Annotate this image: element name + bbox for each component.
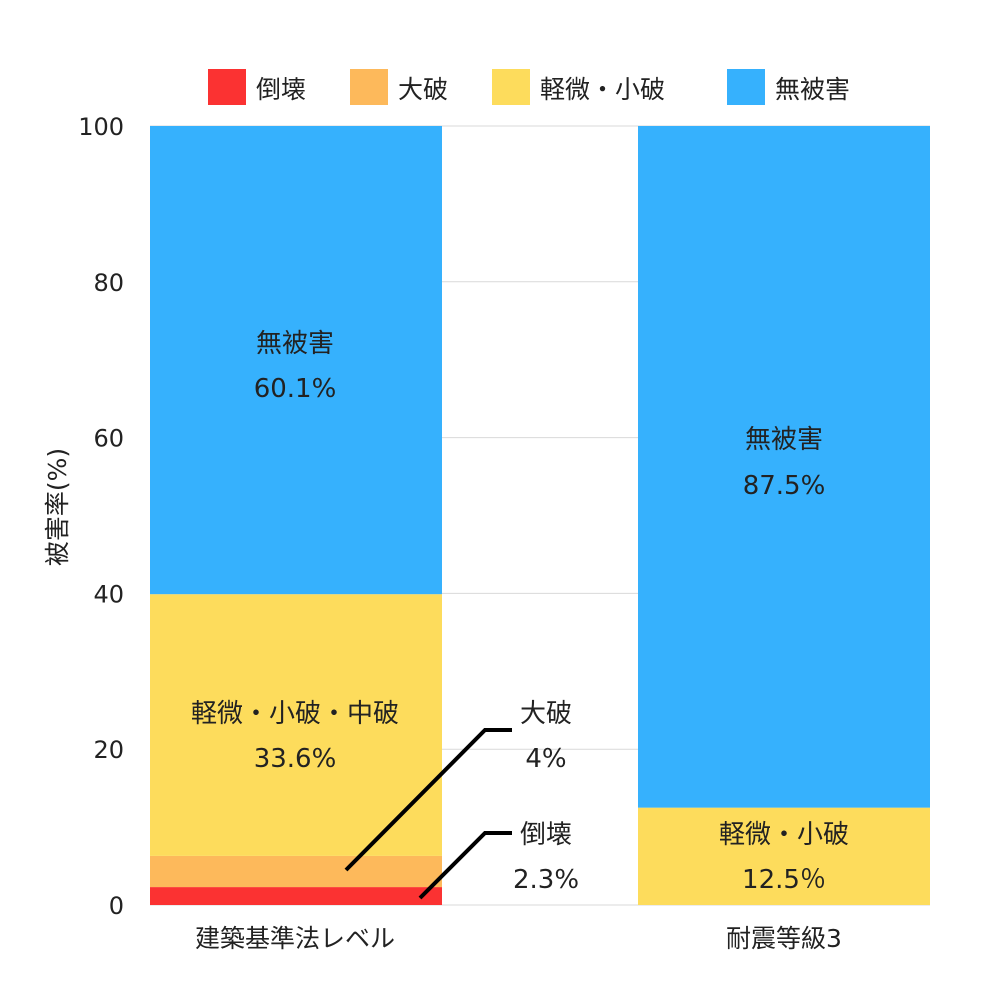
- legend-label-taiha: 大破: [398, 75, 448, 104]
- bar-segment: [150, 855, 442, 888]
- y-tick-label: 20: [93, 736, 124, 764]
- legend: 倒壊 大破 軽微・小破 無被害: [208, 69, 850, 105]
- callout-toukai-value: 2.3%: [513, 865, 579, 895]
- legend-label-keibi: 軽微・小破: [540, 75, 665, 104]
- y-axis-title: 被害率(%): [43, 448, 72, 566]
- y-tick-label: 80: [93, 269, 124, 297]
- callout-taiha-name: 大破: [520, 699, 572, 729]
- bar2-nohigai-name: 無被害: [745, 425, 823, 455]
- category-label-taishin3: 耐震等級3: [726, 924, 842, 953]
- y-axis: 0 20 40 60 80 100: [78, 113, 124, 920]
- bar2-keibi-name: 軽微・小破: [719, 820, 849, 850]
- callouts: 大破 4% 倒壊 2.3%: [344, 699, 579, 900]
- bar-segment: [150, 887, 442, 905]
- bar1-nohigai-name: 無被害: [256, 329, 334, 359]
- bar1-nohigai-value: 60.1%: [254, 374, 337, 404]
- y-tick-label: 0: [109, 892, 124, 920]
- bar-segment: [150, 594, 442, 856]
- bar-segment: [150, 126, 442, 595]
- bar1-keibi-name: 軽微・小破・中破: [191, 699, 399, 729]
- segment-labels: 無被害 60.1% 軽微・小破・中破 33.6% 無被害 87.5% 軽微・小破…: [191, 329, 849, 895]
- bars: [150, 126, 930, 905]
- y-tick-label: 60: [93, 425, 124, 453]
- bar1-keibi-value: 33.6%: [254, 744, 337, 774]
- bar2-nohigai-value: 87.5%: [743, 471, 826, 501]
- bar2-keibi-value: 12.5％: [742, 865, 826, 895]
- toukai-leader-line: [418, 831, 512, 900]
- callout-taiha-value: 4%: [525, 744, 566, 774]
- taiha-leader-line: [344, 728, 512, 872]
- bar-segment: [638, 126, 930, 808]
- x-axis: 建築基準法レベル 耐震等級3: [195, 924, 842, 953]
- legend-label-nohigai: 無被害: [775, 75, 850, 104]
- y-tick-label: 100: [78, 113, 124, 141]
- legend-swatch-taiha: [350, 69, 388, 105]
- legend-label-toukai: 倒壊: [256, 75, 306, 104]
- legend-swatch-keibi: [492, 69, 530, 105]
- y-tick-label: 40: [93, 580, 124, 608]
- bar-segment: [638, 807, 930, 905]
- callout-toukai-name: 倒壊: [520, 820, 572, 850]
- legend-swatch-toukai: [208, 69, 246, 105]
- legend-swatch-nohigai: [727, 69, 765, 105]
- category-label-kijunhou: 建築基準法レベル: [195, 924, 395, 953]
